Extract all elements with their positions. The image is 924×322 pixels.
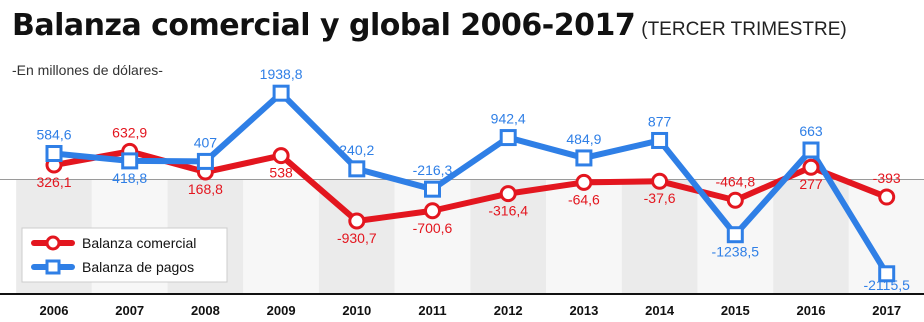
data-label: -316,4 [488,203,528,219]
data-label: 240,2 [339,142,374,158]
marker-comercial [575,173,593,191]
marker-comercial [272,147,290,165]
x-tick-label: 2006 [40,303,69,318]
data-label: 877 [648,113,672,129]
x-tick-label: 2017 [872,303,901,318]
data-label: 942,4 [491,111,526,127]
marker-pagos [651,131,669,149]
x-tick-label: 2015 [721,303,750,318]
data-label: 1938,8 [260,66,303,82]
series-line-0 [51,148,890,225]
chart-title: Balanza comercial y global 2006-2017 [12,8,636,43]
marker-comercial [726,191,744,209]
x-tick-label: 2009 [267,303,296,318]
x-tick-label: 2016 [797,303,826,318]
year-band [546,179,622,294]
data-label: -393 [873,170,901,186]
marker-pagos [121,152,139,170]
marker-pagos [726,226,744,244]
marker-pagos [878,265,896,283]
year-band [621,179,698,294]
data-label: 407 [194,134,218,150]
x-tick-label: 2008 [191,303,220,318]
x-tick-label: 2014 [645,303,675,318]
series-lines [45,84,896,283]
data-label: -216,3 [413,162,453,178]
x-tick-label: 2011 [418,303,446,318]
marker-comercial [499,185,517,203]
data-labels: 326,1 632,9 168,8 538 -930,7 -700,6 -316,4 -64,… [36,66,910,293]
marker-pagos [499,129,517,147]
x-tick-label: 2010 [342,303,371,318]
data-label: 168,8 [188,181,223,197]
series-line-1 [51,90,890,277]
data-label: 484,9 [566,131,601,147]
chart-title-block: Balanza comercial y global 2006-2017 (TER… [12,8,847,43]
data-label: -930,7 [337,230,377,246]
legend-marker [45,235,61,251]
marker-pagos [575,149,593,167]
marker-comercial [802,158,820,176]
x-axis-tick-labels: 2006 2007 2008 2009 2010 2011 2012 2013 2014 2015… [40,303,902,318]
marker-comercial [424,202,441,220]
data-label: 277 [799,176,823,192]
marker-comercial [651,172,669,190]
data-label: -1238,5 [712,244,760,260]
year-band [394,179,471,294]
data-label: 584,6 [36,127,71,143]
x-tick-label: 2013 [569,303,598,318]
data-label: 632,9 [112,124,147,140]
legend-label: Balanza de pagos [82,259,194,275]
data-label: -2115,5 [863,277,910,293]
marker-comercial [878,188,896,206]
legend-label: Balanza comercial [82,235,196,251]
marker-pagos [348,160,366,178]
marker-pagos [45,145,63,163]
data-label: -700,6 [413,220,453,236]
data-label: -464,8 [715,173,755,189]
legend-marker [45,259,61,275]
data-label: -64,6 [568,191,600,207]
year-band [243,179,319,294]
legend: Balanza comercial Balanza de pagos [21,227,228,283]
marker-pagos [424,180,441,198]
x-tick-label: 2012 [494,303,523,318]
year-band [773,179,849,294]
data-label: 418,8 [112,170,147,186]
data-label: 663 [799,123,823,139]
marker-pagos [196,152,214,170]
marker-pagos [802,141,820,159]
chart-subtitle: (TERCER TRIMESTRE) [641,19,847,40]
marker-comercial [348,212,366,230]
unit-label: -En millones de dólares- [12,62,163,78]
data-label: 538 [269,165,293,181]
data-label: 326,1 [36,174,71,190]
x-tick-label: 2007 [115,303,144,318]
data-label: -37,6 [644,190,676,206]
marker-pagos [272,84,290,102]
